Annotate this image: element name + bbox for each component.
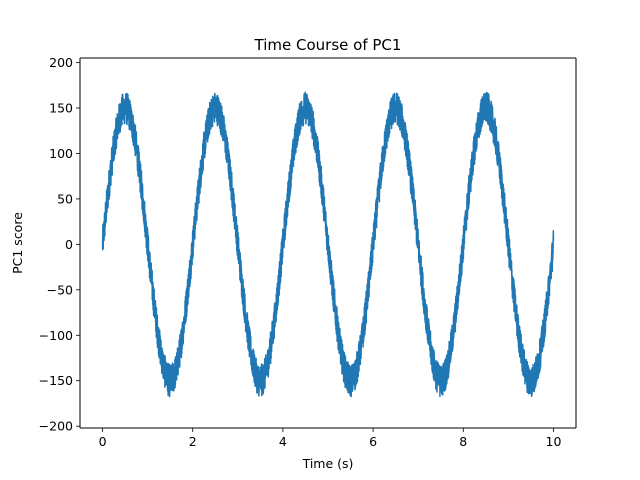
y-tick-label: −150 bbox=[39, 373, 73, 388]
y-tick-label: 50 bbox=[57, 191, 73, 206]
y-tick-label: 150 bbox=[49, 101, 73, 116]
x-tick-label: 0 bbox=[99, 434, 107, 449]
x-tick-label: 2 bbox=[189, 434, 197, 449]
y-tick-label: 200 bbox=[49, 55, 73, 70]
x-tick-label: 8 bbox=[459, 434, 467, 449]
y-tick-label: 100 bbox=[49, 146, 73, 161]
chart-title: Time Course of PC1 bbox=[254, 36, 402, 54]
series-layer bbox=[101, 91, 555, 398]
y-tick-label: −100 bbox=[39, 328, 73, 343]
x-tick-label: 10 bbox=[546, 434, 562, 449]
y-axis-label: PC1 score bbox=[10, 212, 25, 274]
x-tick-label: 4 bbox=[279, 434, 287, 449]
x-axis-ticks: 0 2 4 6 8 10 bbox=[99, 428, 562, 449]
axes-frame bbox=[79, 57, 577, 429]
y-tick-label: −200 bbox=[39, 419, 73, 434]
plot-area bbox=[101, 91, 555, 398]
y-axis-ticks: −200 −150 −100 −50 0 50 100 150 200 bbox=[39, 55, 80, 434]
pc1-series-line bbox=[101, 91, 555, 398]
y-tick-label: −50 bbox=[47, 282, 73, 297]
x-axis-label: Time (s) bbox=[302, 456, 354, 471]
x-tick-label: 6 bbox=[369, 434, 377, 449]
y-tick-label: 0 bbox=[65, 237, 73, 252]
